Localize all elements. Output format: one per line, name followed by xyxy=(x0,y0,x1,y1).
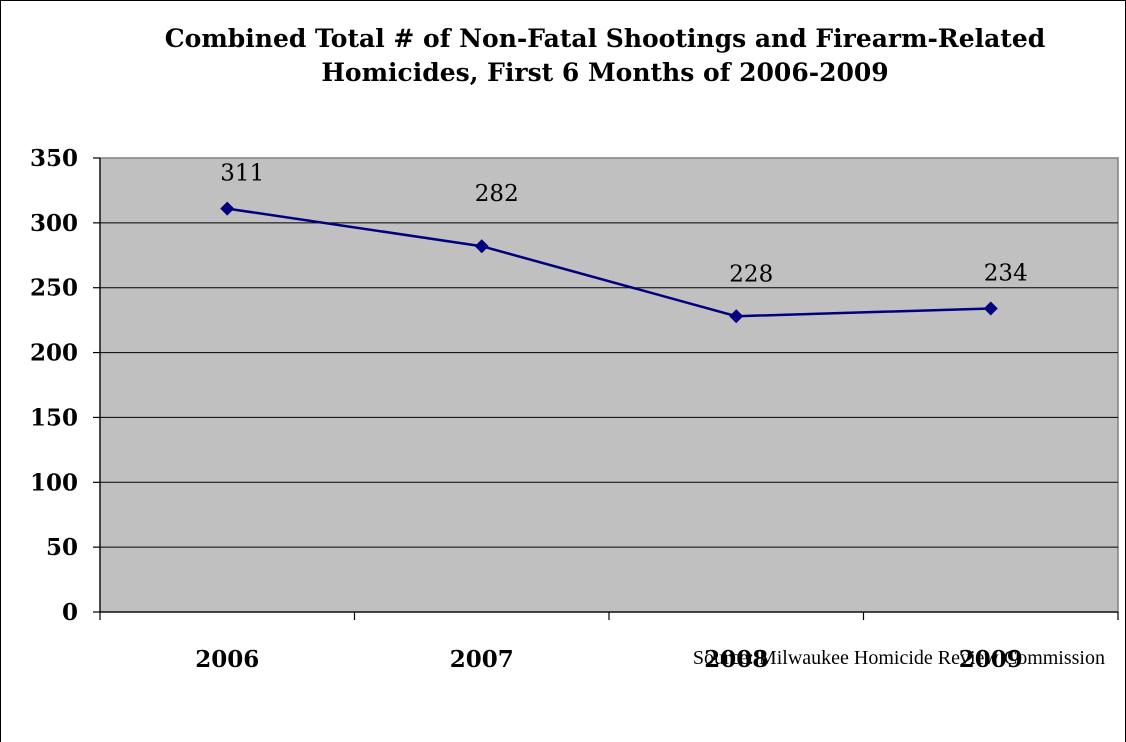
chart-title-line-2: Homicides, First 6 Months of 2006-2009 xyxy=(321,58,889,87)
x-tick-label: 2007 xyxy=(450,646,514,673)
data-point-marker xyxy=(474,239,489,254)
y-tick-label: 350 xyxy=(30,145,78,172)
y-tick-label: 300 xyxy=(30,210,78,237)
y-tick-label: 50 xyxy=(46,534,78,561)
gridlines xyxy=(100,222,1118,548)
data-label: 311 xyxy=(220,161,264,187)
y-tick-label: 200 xyxy=(30,340,78,367)
source-note: Source: Milwaukee Homicide Review Commis… xyxy=(692,647,1105,669)
y-tick-label: 0 xyxy=(62,599,78,626)
data-label: 234 xyxy=(984,260,1028,286)
chart-title: Combined Total # of Non-Fatal Shootings … xyxy=(0,22,1126,90)
y-tick-label: 250 xyxy=(30,275,78,302)
x-axis-labels: 2006 2007 2008 2009 xyxy=(195,646,1023,673)
data-point-marker xyxy=(220,201,235,216)
chart-title-line-1: Combined Total # of Non-Fatal Shootings … xyxy=(164,24,1046,53)
plot-area xyxy=(99,157,1119,613)
data-label: 228 xyxy=(729,261,773,287)
x-tick-label: 2008 xyxy=(704,646,768,673)
data-points xyxy=(220,201,998,324)
y-tick-label: 100 xyxy=(30,469,78,496)
data-labels: 311 282 228 234 xyxy=(220,161,1027,288)
data-point-marker xyxy=(729,309,744,324)
series-line xyxy=(227,207,991,318)
x-tick-label: 2009 xyxy=(959,646,1023,673)
axes xyxy=(93,157,1119,620)
y-tick-label: 150 xyxy=(30,404,78,431)
data-label: 282 xyxy=(475,181,519,207)
x-tick-label: 2006 xyxy=(195,646,259,673)
y-axis-labels: 0 50 100 150 200 250 300 350 xyxy=(30,145,78,626)
data-point-marker xyxy=(983,301,998,316)
